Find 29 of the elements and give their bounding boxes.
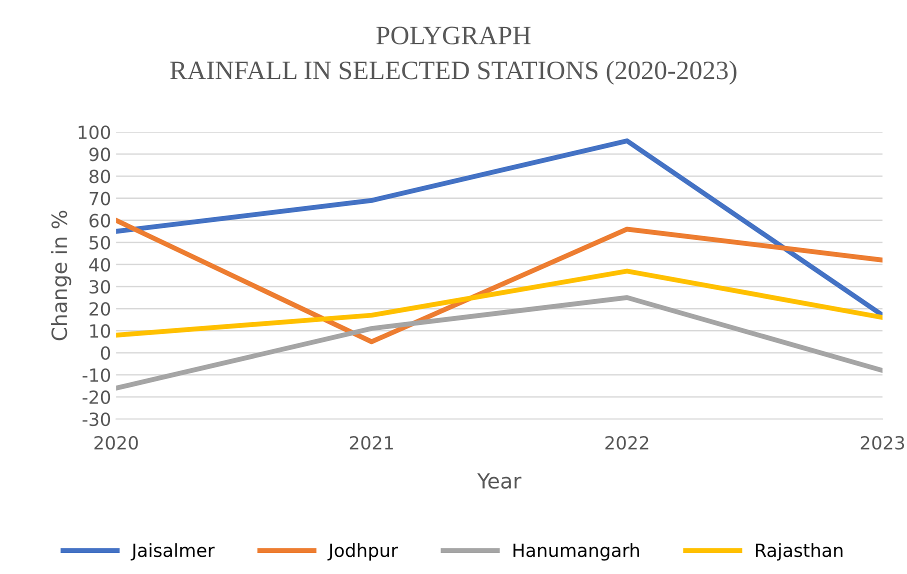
y-tick-label: -10 (82, 368, 110, 382)
legend-label: Hanumangarh (514, 543, 639, 561)
x-tick-label: 2021 (350, 436, 393, 450)
x-tick-label: 2022 (605, 436, 648, 450)
y-tick-label: 20 (90, 302, 110, 316)
legend-label: Rajasthan (756, 543, 842, 561)
y-tick-label: 100 (78, 125, 110, 140)
y-tick-label: 10 (90, 324, 110, 338)
line-series (116, 295, 883, 391)
y-tick-label: 30 (90, 280, 110, 294)
y-tick-label: 50 (90, 236, 110, 250)
y-axis-title: Change in % (51, 210, 72, 340)
y-tick-label: 80 (89, 170, 110, 184)
line-series (116, 218, 883, 344)
y-tick-label: 70 (90, 192, 110, 206)
y-tick-label: -20 (82, 390, 110, 404)
y-tick-label: 0 (100, 346, 110, 360)
y-tick-label: 40 (89, 258, 110, 272)
chart-title: POLYGRAPH RAINFALL IN SELECTED STATIONS (2020-2023) (170, 26, 736, 85)
x-tick-label: 2023 (860, 436, 904, 450)
line-series (116, 138, 883, 318)
y-tick-label: 60 (90, 214, 110, 228)
legend-label: Jodhpur (327, 543, 398, 561)
legend-label: Jaisalmer (130, 543, 215, 560)
line-series (116, 268, 883, 338)
x-axis-title: Year (477, 473, 522, 489)
y-tick-label: -30 (82, 412, 110, 426)
y-tick-label: 90 (89, 148, 110, 162)
x-tick-label: 2020 (94, 436, 138, 450)
